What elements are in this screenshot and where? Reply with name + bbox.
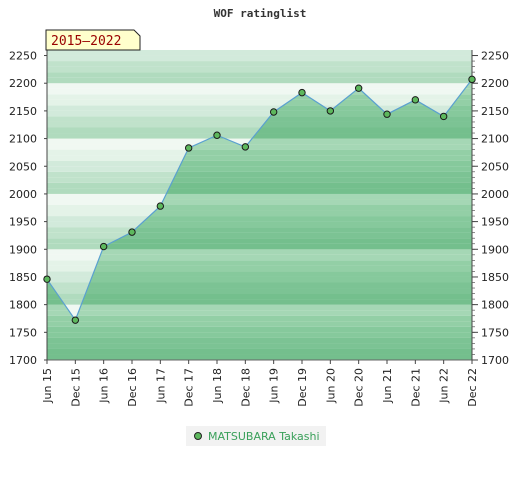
data-point[interactable] [43,275,51,283]
chart-title: WOF ratinglist [214,7,307,20]
y-tick-label-left: 2150 [9,105,37,118]
data-point[interactable] [241,143,250,151]
legend: MATSUBARA Takashi [186,426,326,446]
data-point[interactable] [184,144,193,152]
x-tick-label: Jun 17 [154,368,167,404]
y-tick-label-left: 2200 [9,77,37,90]
series-line [46,78,473,322]
data-point[interactable] [468,75,476,84]
period-label: 2015–2022 [51,34,121,49]
y-tick-label-right: 1850 [481,271,509,284]
x-tick-label: Jun 15 [41,368,54,404]
x-tick-label: Jun 19 [268,368,281,404]
data-points [43,75,476,324]
y-tick-label-right: 2100 [481,133,509,146]
y-tick-label-right: 1800 [481,299,509,312]
x-tick-label: Jun 16 [98,368,111,404]
data-point[interactable] [411,96,420,104]
x-tick-label: Jun 18 [211,368,224,404]
y-tick-label-right: 2000 [481,188,509,201]
legend-marker-icon [194,432,202,440]
y-tick-label-right: 1900 [481,243,509,256]
y-tick-label-right: 2150 [481,105,509,118]
data-point[interactable] [326,107,335,115]
y-tick-label-left: 2000 [9,188,37,201]
legend-series-name: MATSUBARA Takashi [208,429,320,443]
y-tick-label-left: 1800 [9,299,37,312]
x-tick-label: Jun 20 [324,368,337,404]
data-point[interactable] [71,316,80,324]
y-tick-label-right: 1700 [481,354,509,367]
y-tick-label-left: 1850 [9,271,37,284]
y-tick-label-left: 2050 [9,160,37,173]
period-box: 2015–2022 [45,29,141,51]
data-point[interactable] [269,108,278,116]
data-point[interactable] [354,84,363,92]
y-tick-label-left: 1700 [9,354,37,367]
data-point[interactable] [383,110,391,118]
y-tick-label-left: 1900 [9,243,37,256]
y-tick-label-left: 1950 [9,216,37,229]
x-tick-label: Dec 15 [69,368,82,407]
data-point[interactable] [298,88,306,97]
x-tick-label: Dec 20 [353,368,366,407]
x-tick-label: Dec 19 [296,368,309,407]
x-tick-label: Dec 18 [239,368,252,407]
y-tick-label-right: 2200 [481,77,509,90]
y-tick-label-right: 2250 [481,50,509,63]
y-tick-label-right: 2050 [481,160,509,173]
y-tick-label-left: 2100 [9,133,37,146]
y-tick-label-right: 1950 [481,216,509,229]
x-tick-label: Dec 16 [126,368,139,407]
y-tick-label-left: 2250 [9,50,37,63]
x-tick-label: Dec 22 [466,368,479,407]
data-point[interactable] [156,202,165,210]
axes: 1700 1700 1750 1750 1800 1800 1850 1850 1900 1900… [9,50,509,407]
data-point[interactable] [213,131,221,139]
y-tick-label-left: 1750 [9,326,37,339]
y-tick-label-right: 1750 [481,326,509,339]
x-tick-label: Jun 21 [381,368,394,404]
data-point[interactable] [128,228,136,236]
x-tick-label: Dec 17 [183,368,196,407]
x-tick-label: Jun 22 [438,368,451,404]
data-point[interactable] [99,242,108,251]
data-point[interactable] [439,112,448,121]
x-tick-label: Dec 21 [409,368,422,407]
